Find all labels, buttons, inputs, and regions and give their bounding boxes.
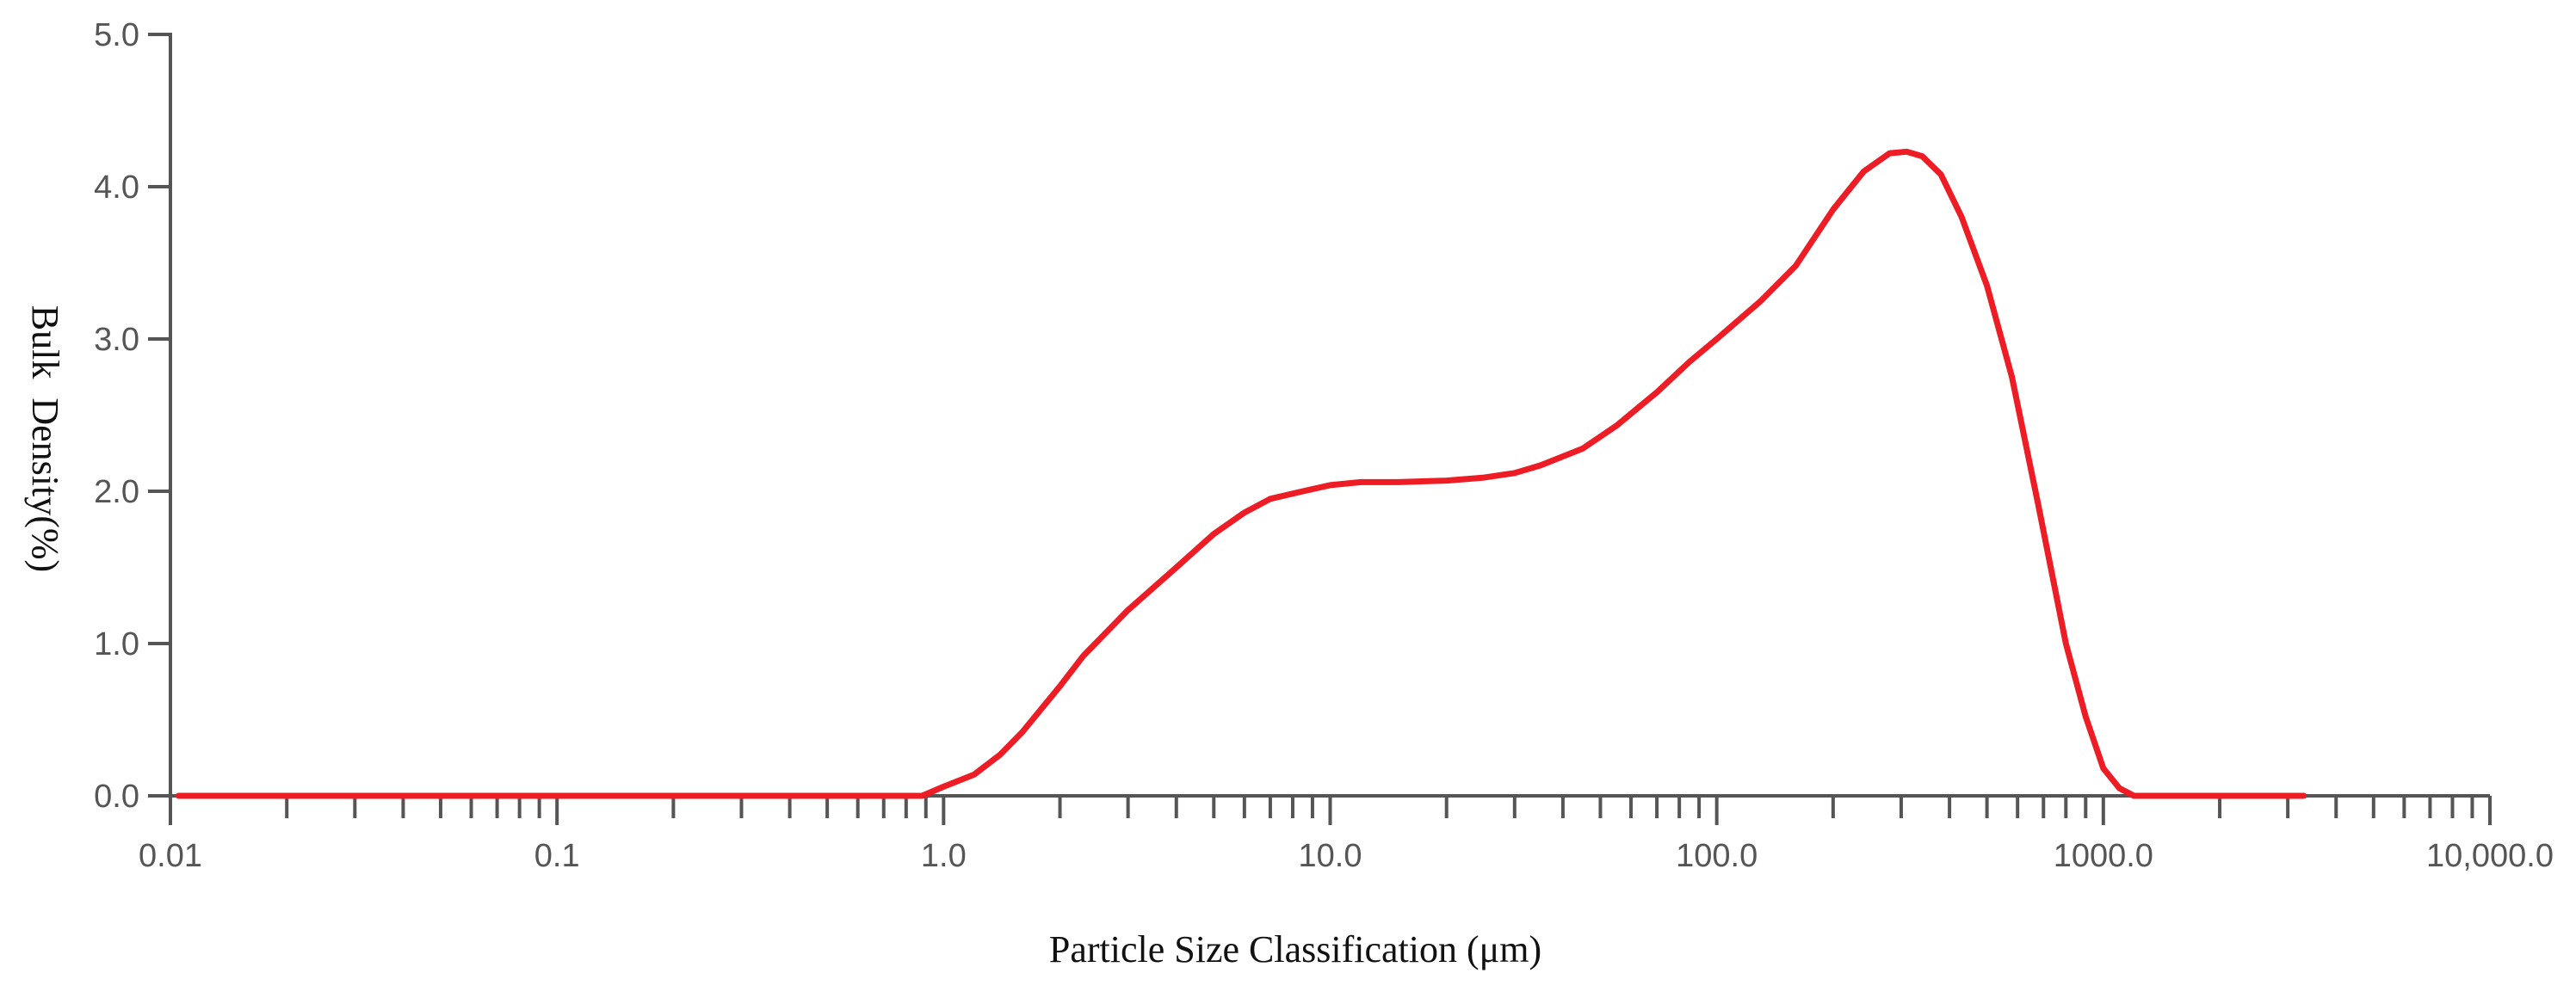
x-tick-label: 1000.0: [2054, 838, 2153, 874]
y-tick-label: 5.0: [94, 17, 139, 53]
x-tick-label: 0.1: [534, 838, 580, 874]
x-tick-label: 10,000.0: [2426, 838, 2554, 874]
y-tick-label: 2.0: [94, 474, 139, 510]
y-tick-label: 4.0: [94, 169, 139, 206]
axes: [169, 33, 2490, 798]
x-axis-title: Particle Size Classification (μm): [1049, 928, 1541, 970]
series-line: [176, 148, 2307, 799]
ticks: 0.0 1.0 2.0 3.0 4.0 5.0 0.01 0.1 1.0 10.0 100.0 100…: [94, 17, 2554, 874]
x-tick-label: 100.0: [1676, 838, 1757, 874]
x-tick-label: 1.0: [921, 838, 967, 874]
y-tick-label: 0.0: [94, 779, 139, 815]
x-tick-label: 0.01: [139, 838, 202, 874]
y-axis-title: Bulk Density(%): [24, 305, 66, 572]
y-tick-label: 3.0: [94, 322, 139, 358]
x-tick-label: 10.0: [1299, 838, 1362, 874]
series: [176, 148, 2307, 799]
y-tick-label: 1.0: [94, 626, 139, 662]
